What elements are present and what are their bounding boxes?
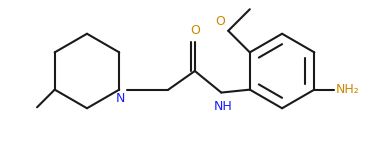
Text: NH: NH	[214, 100, 232, 113]
Text: O: O	[190, 24, 200, 37]
Text: NH₂: NH₂	[336, 83, 360, 96]
Text: O: O	[215, 15, 225, 28]
Text: N: N	[116, 92, 125, 105]
